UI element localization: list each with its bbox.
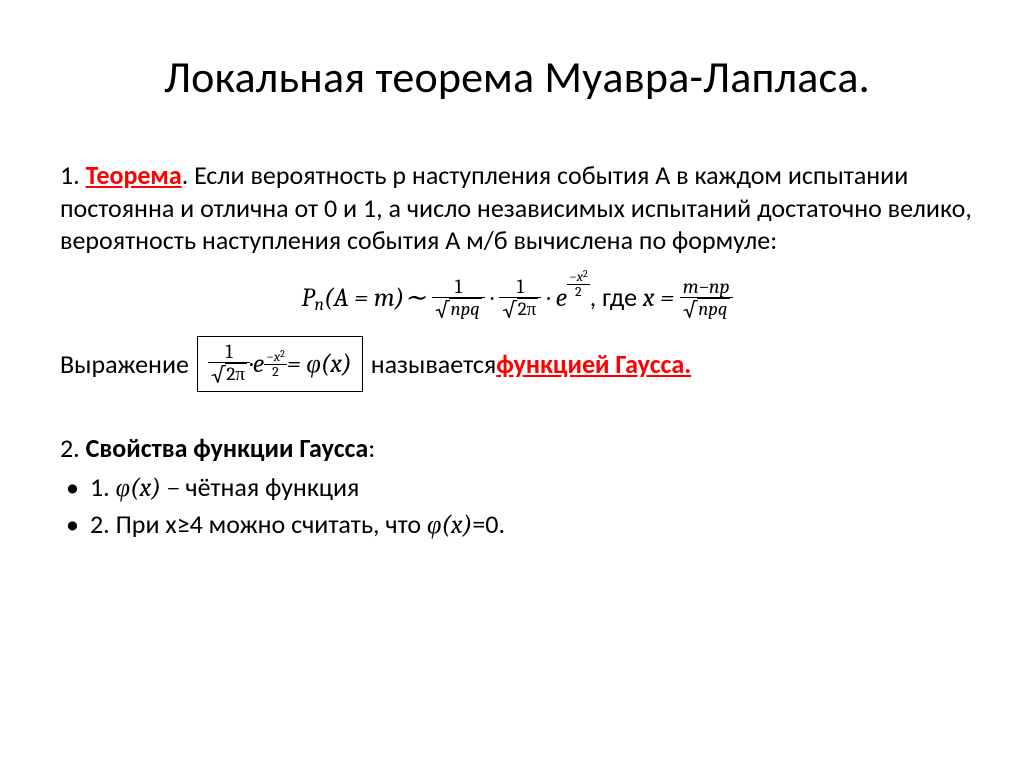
xfrac-num: m−np [680, 276, 733, 297]
frac1-num: 1 [432, 276, 485, 297]
item-number: 1. [60, 159, 86, 191]
theorem-paragraph: 1. Теорема. Если вероятность р наступлен… [60, 159, 974, 257]
slide-title: Локальная теорема Муавра-Лапласа. [60, 50, 974, 104]
sym-n: n [314, 295, 323, 315]
frac-1-over-sqrt-2pi: 1 √2π [499, 276, 541, 322]
dot-2: · [547, 282, 555, 312]
dot-1: · [491, 282, 499, 312]
frac2-num: 1 [499, 276, 541, 297]
called-label: называется [371, 348, 497, 381]
property-2: 2. При x≥4 можно считать, что φ(x)=0. [60, 508, 974, 542]
gauss-function-keyword: функцией Гаусса. [496, 348, 691, 381]
frac-1-over-sqrt-npq: 1 √npq [432, 276, 485, 322]
properties-list: 1. φ(x) − чётная функция 2. При x≥4 можн… [60, 471, 974, 542]
slide: Локальная теорема Муавра-Лапласа. 1. Тео… [0, 0, 1024, 767]
box-eq: = φ(x) [287, 348, 352, 381]
sym-e: e [556, 282, 567, 312]
gauss-definition-row: Выражение 1 √2π · e−x22 = φ(x) называетс… [60, 336, 974, 392]
item-number-2: 2. [60, 432, 86, 464]
box-frac: 1 √2π [208, 341, 250, 387]
formula-lhs: (A = m)∼ [324, 282, 426, 312]
where-text: , где [590, 280, 643, 312]
property-1: 1. φ(x) − чётная функция [60, 471, 974, 505]
frac1-den: √npq [432, 297, 485, 322]
frac2-den: √2π [499, 297, 541, 322]
xfrac-den: √npq [680, 297, 733, 322]
theorem-keyword: Теорема [86, 159, 182, 191]
frac-x-def: m−np √npq [680, 276, 733, 322]
boxed-formula: 1 √2π · e−x22 = φ(x) [197, 336, 363, 392]
main-formula: Pn(A = m)∼ 1 √npq · 1 √2π · e−x22, где x… [60, 269, 974, 323]
expression-label: Выражение [60, 348, 189, 381]
colon: : [368, 432, 375, 464]
sym-P: P [301, 282, 314, 312]
x-equals: x = [643, 282, 680, 312]
properties-header: 2. Свойства функции Гаусса: [60, 432, 974, 465]
properties-title: Свойства функции Гаусса [86, 432, 369, 464]
exponent: −x22 [567, 269, 590, 299]
theorem-text: . Если вероятность р наступления события… [60, 159, 972, 256]
slide-body: 1. Теорема. Если вероятность р наступлен… [60, 159, 974, 542]
